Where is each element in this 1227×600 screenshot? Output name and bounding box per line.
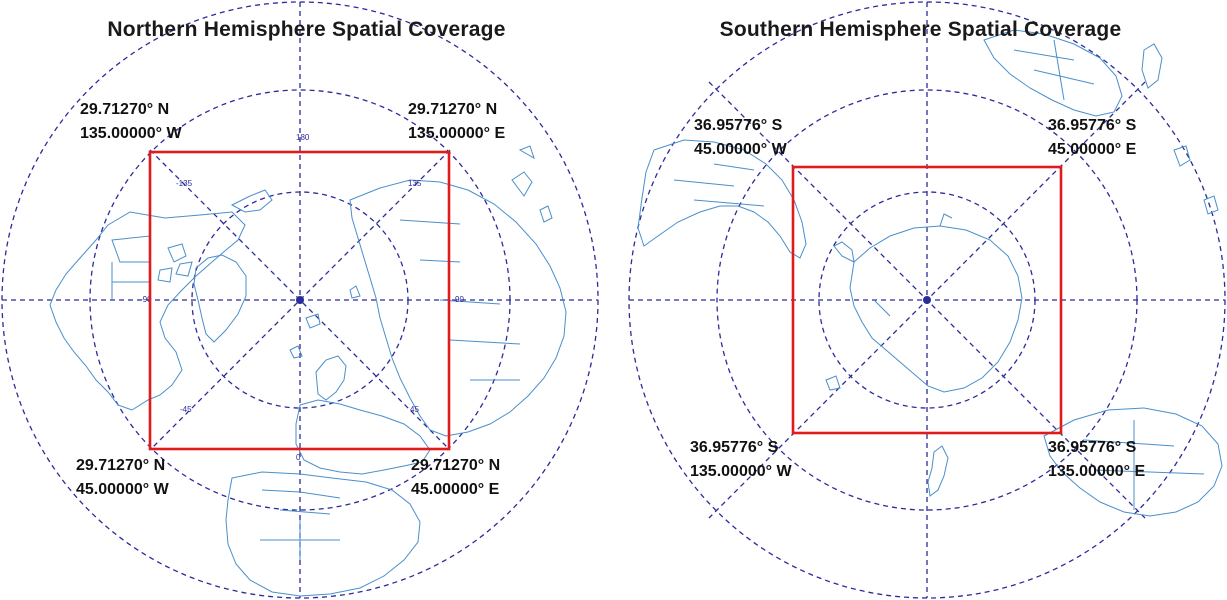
north-top-right-corner-label: 29.71270° N 135.00000° E	[408, 98, 505, 146]
north-bottom-left-lat: 29.71270° N	[76, 457, 166, 474]
north-bottom-left-lon: 45.00000° W	[76, 481, 169, 498]
north-polar-map: 180 -135 135 -90 90 -45 45 0	[1, 1, 599, 599]
north-top-left-lat: 29.71270° N	[80, 101, 170, 118]
southern-hemisphere-panel: Southern Hemisphere Spatial Coverage 36.…	[614, 0, 1227, 600]
south-top-left-lon: 45.00000° W	[694, 141, 787, 158]
northern-hemisphere-panel: 180 -135 135 -90 90 -45 45 0 Northern He…	[0, 0, 613, 600]
south-panel-title: Southern Hemisphere Spatial Coverage	[719, 18, 1122, 41]
south-bottom-right-lat: 36.95776° S	[1048, 439, 1137, 456]
south-bottom-right-corner-label: 36.95776° S 135.00000° E	[1048, 436, 1145, 484]
south-coastlines	[637, 29, 1223, 517]
north-bottom-right-lon: 45.00000° E	[411, 481, 500, 498]
south-top-left-lat: 36.95776° S	[694, 117, 783, 134]
north-top-right-lon: 135.00000° E	[408, 125, 506, 142]
north-pole-marker	[296, 296, 304, 304]
graticule-label-45: 45	[410, 405, 419, 414]
south-pole-marker	[923, 296, 931, 304]
north-diagonal-meridian-a	[149, 149, 451, 451]
graticule-label-neg135: -135	[176, 179, 193, 188]
north-top-left-lon: 135.00000° W	[80, 125, 182, 142]
north-top-right-lat: 29.71270° N	[408, 101, 498, 118]
south-top-left-corner-label: 36.95776° S 45.00000° W	[694, 114, 787, 162]
north-diagonal-meridian-b	[149, 149, 451, 451]
south-top-right-corner-label: 36.95776° S 45.00000° E	[1048, 114, 1136, 162]
north-bottom-right-corner-label: 29.71270° N 45.00000° E	[411, 454, 500, 502]
south-bottom-left-lon: 135.00000° W	[690, 463, 792, 480]
graticule-label-180: 180	[296, 133, 310, 142]
graticule-label-neg90: -90	[140, 295, 152, 304]
south-bottom-right-lon: 135.00000° E	[1048, 463, 1146, 480]
graticule-label-135: 135	[408, 179, 422, 188]
south-top-right-lon: 45.00000° E	[1048, 141, 1137, 158]
north-graticule-labels: 180 -135 135 -90 90 -45 45 0	[140, 133, 464, 462]
south-coverage-box	[791, 165, 1063, 435]
north-bottom-left-corner-label: 29.71270° N 45.00000° W	[76, 454, 169, 502]
south-top-right-lat: 36.95776° S	[1048, 117, 1137, 134]
north-top-left-corner-label: 29.71270° N 135.00000° W	[80, 98, 182, 146]
north-bottom-right-lat: 29.71270° N	[411, 457, 501, 474]
south-bottom-left-lat: 36.95776° S	[690, 439, 779, 456]
south-bottom-left-corner-label: 36.95776° S 135.00000° W	[690, 436, 792, 484]
south-polar-map	[628, 1, 1226, 599]
north-panel-title: Northern Hemisphere Spatial Coverage	[107, 18, 506, 41]
graticule-label-90: 90	[455, 295, 464, 304]
north-coverage-box	[148, 150, 451, 451]
north-coastlines	[49, 145, 567, 597]
graticule-label-0: 0	[296, 453, 301, 462]
graticule-label-neg45: -45	[180, 405, 192, 414]
